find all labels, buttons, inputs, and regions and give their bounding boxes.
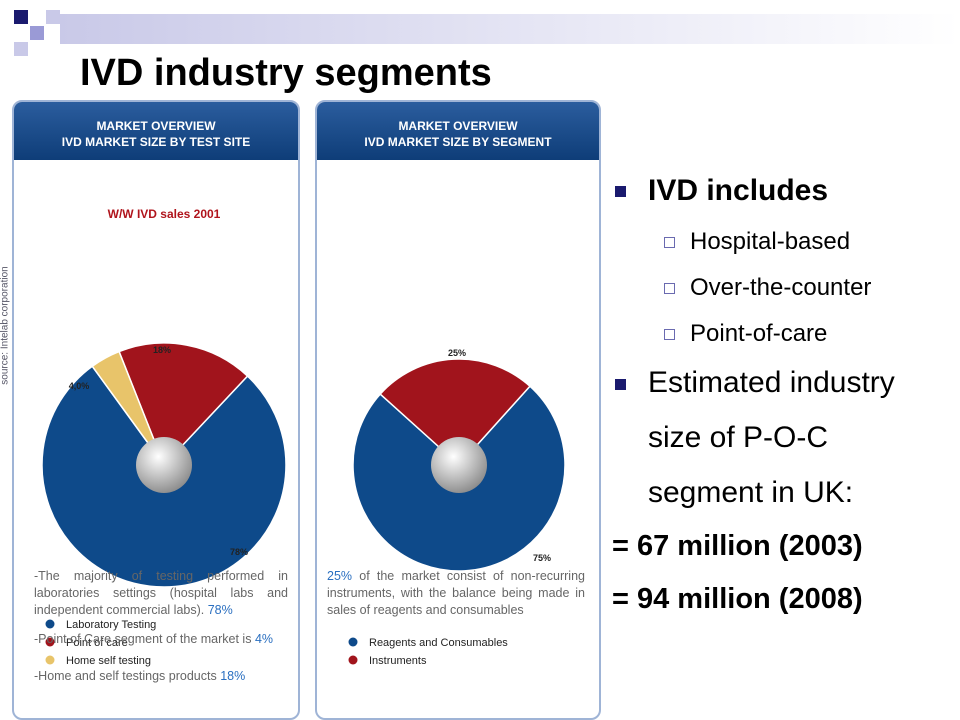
note-text: of the market consist of non-recurring i… (327, 569, 585, 617)
pie-chart: 75% 25% Reagents and Consumables Instrument… (348, 348, 566, 667)
bullet-marker (664, 283, 675, 294)
sub-bullet: Over-the-counter (690, 274, 872, 301)
value-label: 4,0% (69, 381, 90, 391)
panel: MARKET OVERVIEW IVD MARKET SIZE BY TEST S… (12, 100, 300, 720)
note-text: -Home and self testings products (34, 669, 217, 683)
pie-hub (431, 437, 487, 493)
slide-title: IVD industry segments (80, 52, 492, 94)
panel-header: MARKET OVERVIEW IVD MARKET SIZE BY TEST S… (14, 102, 298, 160)
value-label: 78% (230, 547, 248, 557)
legend-swatch (45, 655, 55, 665)
bullet-marker (615, 379, 626, 390)
note: -The majority of testing performed in la… (34, 568, 288, 619)
bullet-line: size of P-O-C (648, 421, 829, 454)
note-text: -Point of Care segment of the market is (34, 632, 252, 646)
result: = 94 million (2008) (612, 583, 863, 615)
legend-label: Home self testing (66, 655, 151, 667)
note: 25% of the market consist of non-recurri… (327, 568, 585, 619)
note: -Home and self testings products 18% (34, 668, 288, 685)
legend-label: Laboratory Testing (66, 619, 156, 631)
note-highlight: 25% (327, 569, 353, 583)
header-line: IVD MARKET SIZE BY SEGMENT (364, 135, 552, 149)
header-line: MARKET OVERVIEW (398, 119, 518, 133)
header-line: IVD MARKET SIZE BY TEST SITE (61, 135, 251, 149)
legend-label: Reagents and Consumables (369, 637, 508, 649)
bullet-line: segment in UK: (648, 476, 854, 509)
bullet-marker (615, 186, 626, 197)
bullet-marker (664, 237, 675, 248)
chart-title: W/W IVD sales 2001 (108, 207, 221, 221)
bullet-marker (664, 329, 675, 340)
panel: MARKET OVERVIEW IVD MARKET SIZE BY SEGMEN… (315, 100, 601, 720)
value-label: 18% (153, 345, 171, 355)
pie-slice (91, 350, 165, 466)
bullet: IVD includes (648, 174, 829, 207)
panel-header: MARKET OVERVIEW IVD MARKET SIZE BY SEGMEN… (317, 102, 599, 160)
legend-swatch (348, 655, 358, 665)
header-line: MARKET OVERVIEW (96, 119, 216, 133)
bullet-line: Estimated industry (648, 366, 895, 399)
legend-label: Point of care (66, 637, 128, 649)
value-label: 25% (448, 348, 466, 358)
note-highlight: 4% (254, 632, 274, 646)
source: source: Intelab corporation (0, 266, 11, 385)
note: -Point of Care segment of the market is … (34, 631, 288, 648)
pie-slice (118, 342, 249, 467)
deco-square (30, 26, 44, 40)
pie-chart: W/W IVD sales 2001 78% 18% 4,0% Laboratory T… (41, 207, 287, 667)
legend-swatch (45, 637, 55, 647)
note-highlight: 18% (220, 669, 246, 683)
legend-swatch (45, 619, 55, 629)
legend-swatch (348, 637, 358, 647)
result: = 67 million (2003) (612, 530, 863, 562)
note-highlight: 78% (207, 603, 233, 617)
sub-bullet: Point-of-care (690, 320, 828, 347)
pie-hub (136, 437, 192, 493)
sub-bullet: Hospital-based (690, 228, 851, 255)
legend-label: Instruments (369, 655, 427, 667)
pie-slice (379, 358, 531, 467)
deco-square (14, 42, 28, 56)
value-label: 75% (533, 553, 551, 563)
deco-square (14, 10, 28, 24)
note-text: -The majority of testing performed in la… (34, 569, 288, 617)
deco-square (46, 10, 60, 24)
top-band (60, 14, 960, 44)
